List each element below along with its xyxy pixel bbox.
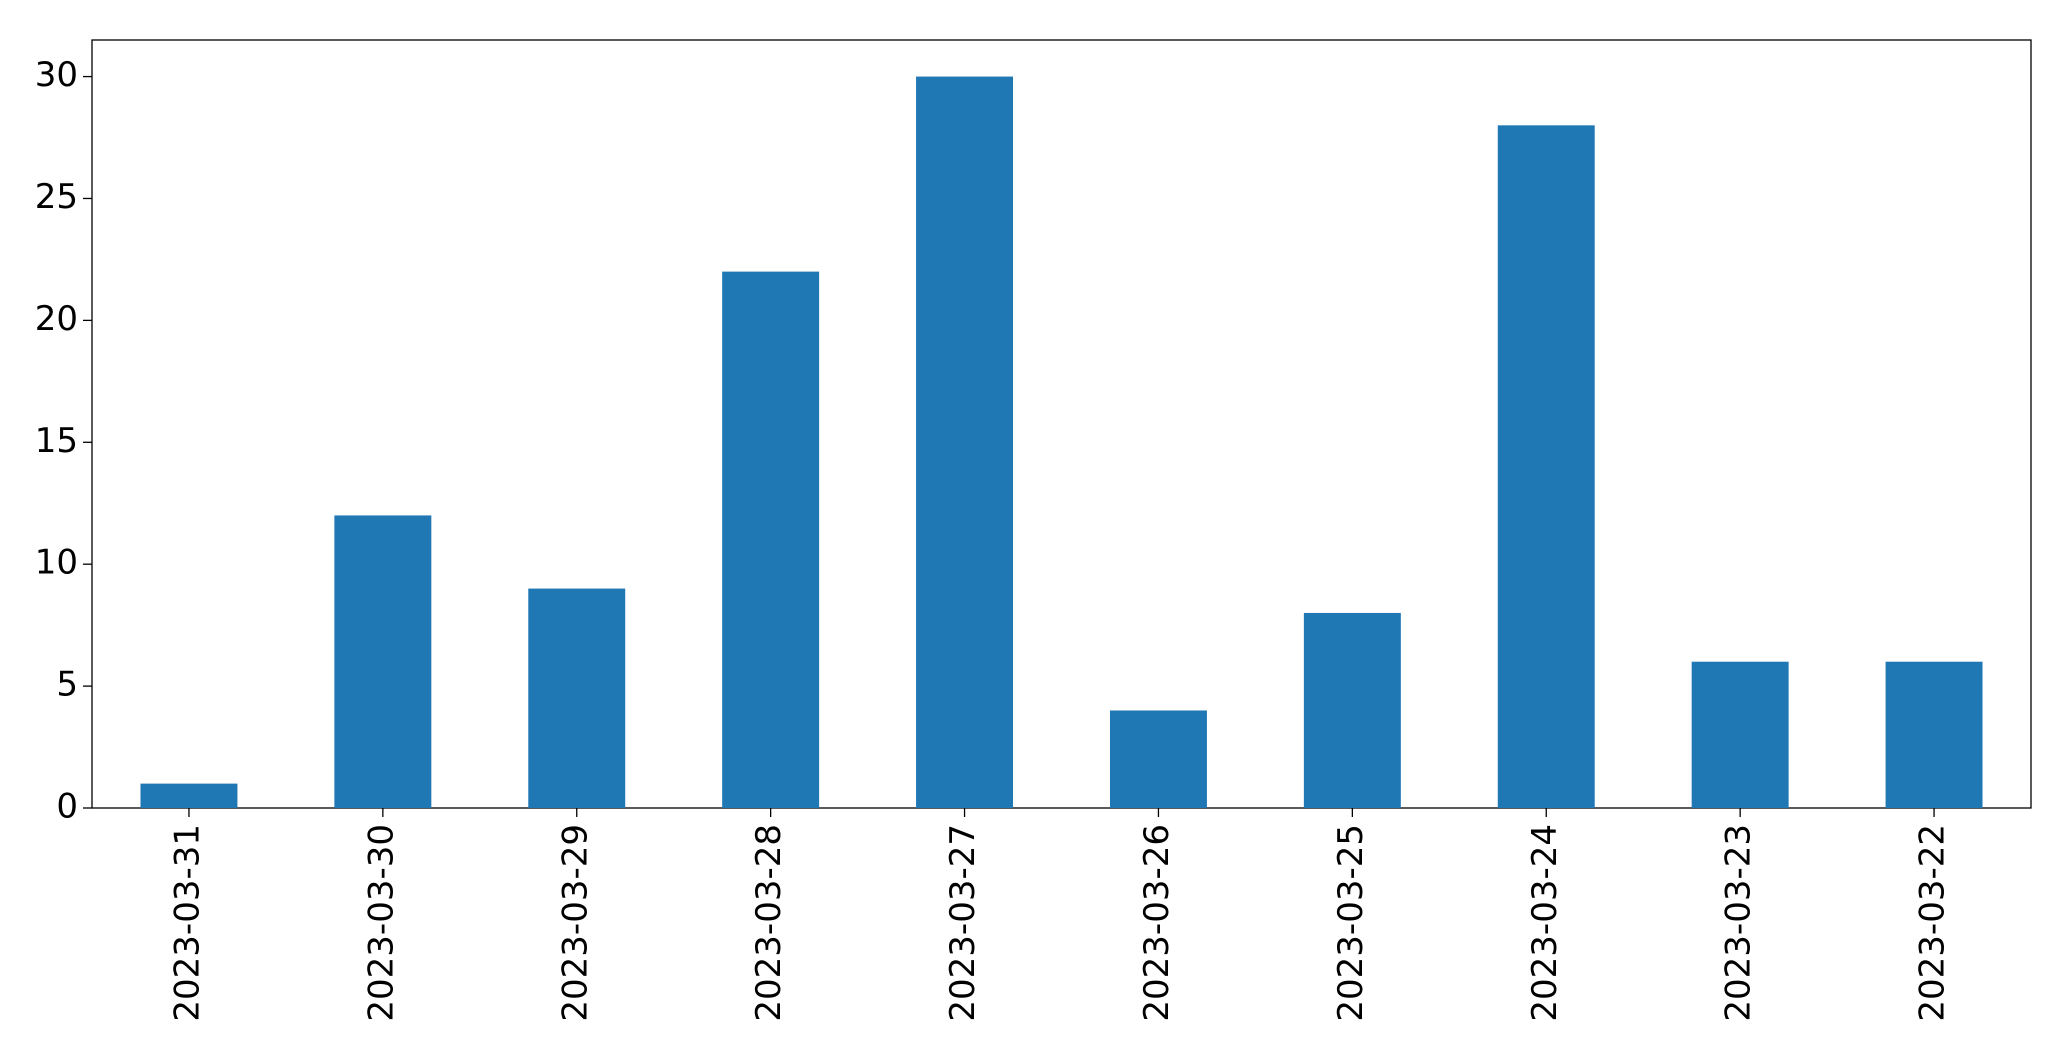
y-tick-label: 10: [35, 543, 78, 583]
y-tick-label: 5: [56, 665, 78, 705]
x-tick-label: 2023-03-31: [167, 824, 207, 1022]
x-tick-label: 2023-03-30: [361, 824, 401, 1022]
x-tick-label: 2023-03-23: [1719, 824, 1759, 1022]
x-tick-label: 2023-03-28: [749, 824, 789, 1022]
y-tick-label: 15: [35, 421, 78, 461]
bar: [1303, 612, 1401, 808]
bar: [1497, 125, 1595, 809]
bar: [916, 76, 1014, 809]
bar: [1885, 661, 1983, 808]
x-tick-label: 2023-03-29: [555, 824, 595, 1022]
plot-frame: [91, 39, 2032, 809]
bar: [528, 588, 626, 808]
y-tick-label: 30: [35, 55, 78, 95]
bar: [722, 271, 820, 809]
bar: [140, 783, 238, 808]
y-tick-label: 25: [35, 177, 78, 217]
x-tick-label: 2023-03-26: [1137, 824, 1177, 1022]
y-tick-label: 20: [35, 299, 78, 339]
bar: [1691, 661, 1789, 808]
x-tick-label: 2023-03-25: [1331, 824, 1371, 1022]
bar: [1109, 710, 1207, 808]
x-tick-label: 2023-03-27: [943, 824, 983, 1022]
y-tick-label: 0: [56, 787, 78, 827]
bar: [334, 515, 432, 808]
x-tick-label: 2023-03-22: [1913, 824, 1953, 1022]
x-tick-label: 2023-03-24: [1525, 824, 1565, 1022]
